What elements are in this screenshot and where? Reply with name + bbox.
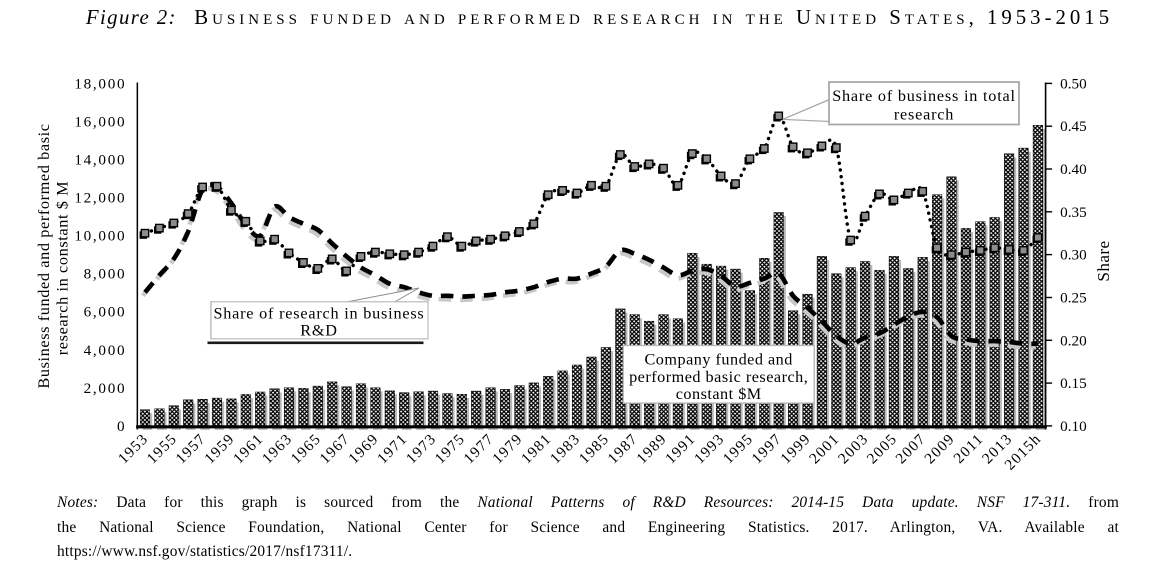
svg-text:18,000: 18,000: [74, 75, 126, 92]
svg-text:1975: 1975: [432, 430, 469, 467]
svg-text:1973: 1973: [403, 430, 440, 467]
svg-text:2,000: 2,000: [84, 380, 127, 397]
svg-text:R&D: R&D: [300, 322, 337, 340]
svg-text:2003: 2003: [835, 430, 872, 467]
svg-text:Share: Share: [1094, 240, 1113, 281]
svg-text:0.20: 0.20: [1060, 332, 1087, 349]
svg-text:1993: 1993: [691, 430, 728, 467]
svg-text:0.50: 0.50: [1060, 75, 1087, 92]
svg-text:1995: 1995: [720, 430, 757, 467]
svg-text:Company funded and: Company funded and: [645, 351, 793, 369]
svg-text:constant $M: constant $M: [676, 385, 762, 403]
svg-text:0.25: 0.25: [1060, 290, 1087, 307]
svg-text:0.15: 0.15: [1060, 375, 1087, 392]
svg-text:0.10: 0.10: [1060, 418, 1087, 435]
svg-text:1957: 1957: [172, 430, 209, 467]
svg-text:1983: 1983: [547, 430, 584, 467]
svg-text:8,000: 8,000: [84, 266, 127, 283]
svg-text:1963: 1963: [259, 430, 296, 467]
svg-text:research: research: [894, 106, 954, 124]
svg-text:6,000: 6,000: [84, 304, 127, 321]
svg-text:1991: 1991: [662, 430, 699, 467]
svg-text:0.35: 0.35: [1060, 204, 1087, 221]
svg-text:2005: 2005: [864, 430, 901, 467]
svg-text:performed basic research,: performed basic research,: [629, 368, 808, 386]
svg-text:12,000: 12,000: [74, 190, 126, 207]
svg-text:2007: 2007: [892, 430, 929, 467]
svg-text:research in constant $ M: research in constant $ M: [53, 181, 72, 355]
svg-text:1953: 1953: [115, 430, 152, 467]
svg-text:1987: 1987: [604, 430, 641, 467]
svg-text:1967: 1967: [316, 430, 353, 467]
svg-text:2009: 2009: [921, 430, 958, 467]
svg-text:0.30: 0.30: [1060, 247, 1087, 264]
svg-text:Business funded and performed: Business funded and performed basic: [34, 123, 53, 388]
svg-text:1959: 1959: [201, 430, 238, 467]
svg-text:1955: 1955: [144, 430, 181, 467]
svg-text:14,000: 14,000: [74, 152, 126, 169]
svg-text:1981: 1981: [518, 430, 555, 467]
svg-text:1969: 1969: [345, 430, 382, 467]
svg-text:1985: 1985: [576, 430, 613, 467]
svg-text:0.45: 0.45: [1060, 118, 1087, 135]
svg-text:1999: 1999: [777, 430, 814, 467]
svg-text:1971: 1971: [374, 430, 411, 467]
svg-text:Share of research in business: Share of research in business: [213, 305, 424, 323]
svg-text:4,000: 4,000: [84, 342, 127, 359]
svg-text:1989: 1989: [633, 430, 670, 467]
svg-text:0: 0: [117, 418, 126, 435]
svg-text:16,000: 16,000: [74, 114, 126, 131]
svg-text:2011: 2011: [950, 430, 987, 467]
svg-text:1961: 1961: [230, 430, 267, 467]
svg-text:1977: 1977: [460, 430, 497, 467]
svg-text:1997: 1997: [748, 430, 785, 467]
svg-text:1979: 1979: [489, 430, 526, 467]
svg-text:10,000: 10,000: [74, 228, 126, 245]
svg-text:0.40: 0.40: [1060, 161, 1087, 178]
svg-text:2001: 2001: [806, 430, 843, 467]
svg-text:Share of business in total: Share of business in total: [832, 87, 1016, 105]
svg-text:1965: 1965: [288, 430, 325, 467]
